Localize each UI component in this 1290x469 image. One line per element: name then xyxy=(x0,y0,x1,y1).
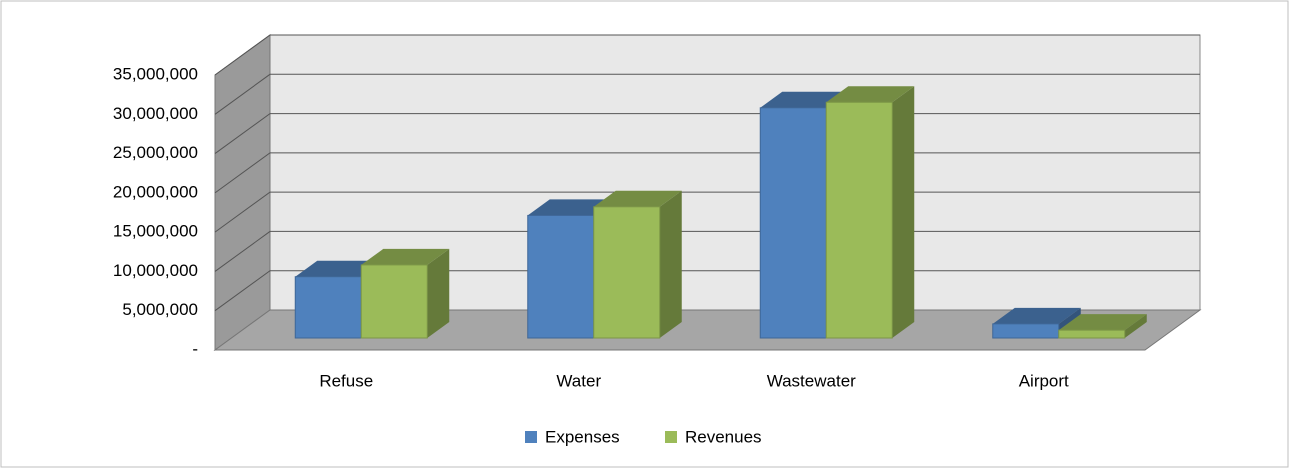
x-tick-label: Water xyxy=(556,371,601,390)
bar-front xyxy=(992,323,1060,339)
grid-line xyxy=(214,34,1200,76)
floor xyxy=(213,309,1202,351)
bar-side xyxy=(1124,314,1147,338)
legend-swatch xyxy=(665,431,677,443)
x-tick-label: Refuse xyxy=(319,371,373,390)
bar-front xyxy=(759,107,827,339)
x-tick-label: Wastewater xyxy=(767,371,856,390)
legend-label: Expenses xyxy=(545,427,620,446)
bar-top xyxy=(826,86,915,103)
bar-front xyxy=(593,206,661,339)
y-tick-label: 20,000,000 xyxy=(113,182,198,201)
legend-swatch xyxy=(525,431,537,443)
bar-front xyxy=(360,264,428,339)
side-wall xyxy=(214,34,271,351)
bar-side xyxy=(427,248,450,338)
y-tick-label: 30,000,000 xyxy=(113,104,198,123)
y-tick-label: 5,000,000 xyxy=(122,300,198,319)
y-tick-label: 15,000,000 xyxy=(113,222,198,241)
grid-line xyxy=(214,73,1200,115)
bar xyxy=(1058,314,1147,339)
bar-top xyxy=(992,307,1081,324)
y-tick-label: - xyxy=(192,339,198,358)
bar xyxy=(360,248,450,339)
y-tick-label: 25,000,000 xyxy=(113,143,198,162)
bar-top xyxy=(361,248,450,265)
bar-side xyxy=(892,86,915,339)
x-tick-label: Airport xyxy=(1019,371,1069,390)
bar xyxy=(825,86,915,339)
y-tick-label: 35,000,000 xyxy=(113,64,198,83)
bar-front xyxy=(527,214,595,339)
bar-front xyxy=(294,276,362,339)
legend-label: Revenues xyxy=(685,427,762,446)
bar-side xyxy=(659,190,682,338)
y-tick-label: 10,000,000 xyxy=(113,261,198,280)
bar-top xyxy=(593,190,682,207)
bar-top xyxy=(1058,314,1147,331)
bar-front xyxy=(1058,329,1126,339)
bar-front xyxy=(825,101,893,339)
bar xyxy=(593,190,682,339)
